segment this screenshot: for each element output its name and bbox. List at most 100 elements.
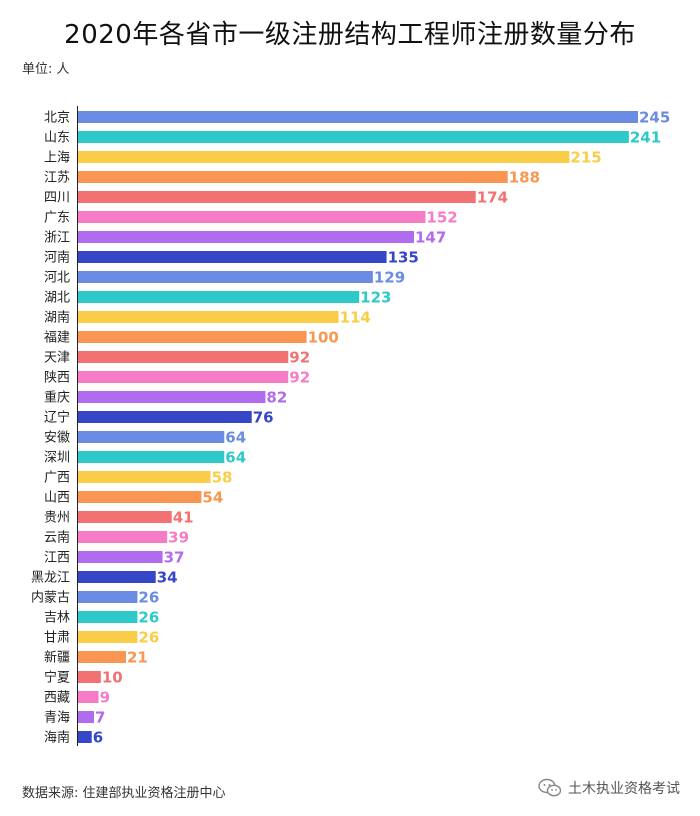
value-label: 6 (93, 729, 103, 747)
value-label: 135 (388, 249, 419, 267)
bar (78, 451, 225, 463)
bar (78, 251, 387, 263)
category-label: 安徽 (44, 431, 70, 446)
category-label: 贵州 (44, 511, 70, 526)
bar (78, 491, 202, 503)
value-label: 41 (173, 509, 194, 527)
category-label: 陕西 (44, 371, 70, 386)
value-label: 26 (138, 609, 159, 627)
bar (78, 211, 426, 223)
category-label: 甘肃 (44, 631, 70, 646)
bar (78, 671, 101, 683)
wechat-icon (538, 778, 562, 797)
bar (78, 311, 339, 323)
category-label: 江西 (44, 551, 70, 566)
value-label: 10 (102, 669, 123, 687)
category-label: 青海 (44, 711, 70, 726)
category-label: 湖南 (44, 310, 70, 326)
category-label: 山东 (44, 131, 70, 146)
bar (78, 171, 508, 183)
category-label: 北京 (44, 111, 70, 126)
bar (78, 711, 94, 723)
category-label: 广东 (44, 211, 70, 226)
category-label: 云南 (44, 530, 70, 546)
bar (78, 591, 138, 603)
category-label: 海南 (44, 730, 70, 746)
value-label: 58 (212, 469, 233, 487)
bar (78, 571, 156, 583)
category-label: 黑龙江 (31, 571, 70, 586)
value-label: 241 (630, 129, 661, 147)
bar (78, 131, 629, 143)
bar (78, 331, 307, 343)
bar (78, 631, 138, 643)
value-label: 129 (374, 269, 405, 287)
category-label: 深圳 (44, 451, 70, 466)
value-label: 123 (360, 289, 391, 307)
bar (78, 151, 570, 163)
chart-title: 2020年各省市一级注册结构工程师注册数量分布 (64, 20, 636, 50)
category-label: 湖北 (44, 291, 70, 306)
value-label: 92 (289, 369, 310, 387)
bar (78, 511, 172, 523)
value-label: 92 (289, 349, 310, 367)
value-label: 34 (157, 569, 178, 587)
value-label: 9 (100, 689, 110, 707)
bar (78, 231, 414, 243)
bar (78, 271, 373, 283)
bar (78, 691, 99, 703)
bar (78, 471, 211, 483)
source-label: 数据来源: 住建部执业资格注册中心 (22, 786, 226, 801)
value-label: 21 (127, 649, 148, 667)
category-label: 宁夏 (44, 670, 70, 686)
category-label: 河北 (44, 271, 70, 286)
watermark: 土木执业资格考试 (538, 778, 680, 798)
value-label: 82 (266, 389, 287, 407)
value-label: 188 (509, 169, 540, 187)
unit-label: 单位: 人 (22, 62, 70, 77)
watermark-text: 土木执业资格考试 (568, 781, 680, 797)
bar (78, 291, 360, 303)
value-label: 37 (164, 549, 185, 567)
category-label: 广西 (44, 471, 70, 486)
category-label: 吉林 (44, 611, 70, 626)
category-label: 四川 (44, 191, 70, 206)
value-label: 54 (202, 489, 223, 507)
value-label: 100 (308, 329, 339, 347)
bar (78, 191, 476, 203)
bar-chart: 北京 245 山东 241 上海 215 江苏 188 四川 174 广东 152 浙江 147 河南 135… (31, 106, 670, 747)
value-label: 26 (138, 589, 159, 607)
value-label: 215 (570, 149, 601, 167)
bars-layer: 北京 245 山东 241 上海 215 江苏 188 四川 174 广东 152 浙江 147 河南 135… (31, 109, 670, 747)
bar (78, 651, 126, 663)
value-label: 26 (138, 629, 159, 647)
value-label: 64 (225, 429, 246, 447)
bar (78, 111, 638, 123)
value-label: 245 (639, 109, 670, 127)
value-label: 76 (253, 409, 274, 427)
bar (78, 531, 168, 543)
category-label: 辽宁 (44, 410, 70, 426)
bar (78, 731, 92, 743)
value-label: 174 (477, 189, 508, 207)
category-label: 河南 (44, 250, 70, 266)
category-label: 福建 (44, 331, 70, 346)
bar (78, 371, 289, 383)
category-label: 内蒙古 (31, 590, 70, 606)
category-label: 新疆 (44, 650, 70, 666)
bar (78, 351, 289, 363)
category-label: 西藏 (44, 691, 70, 706)
value-label: 64 (225, 449, 246, 467)
bar (78, 411, 252, 423)
value-label: 152 (426, 209, 457, 227)
category-label: 江苏 (44, 170, 70, 186)
bar (78, 391, 266, 403)
category-label: 天津 (44, 351, 70, 366)
value-label: 39 (168, 529, 189, 547)
bar (78, 551, 163, 563)
category-label: 上海 (44, 151, 70, 166)
bar (78, 431, 225, 443)
category-label: 浙江 (44, 231, 70, 246)
bar (78, 611, 138, 623)
value-label: 7 (95, 709, 105, 727)
